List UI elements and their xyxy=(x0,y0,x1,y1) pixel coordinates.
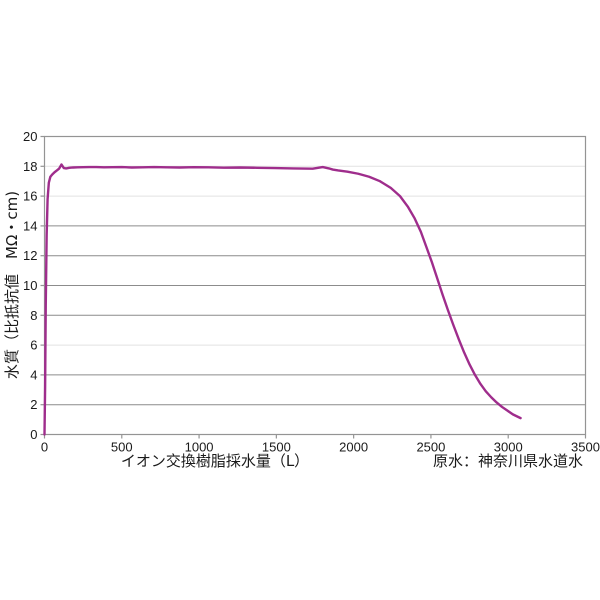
data-series-group xyxy=(43,163,522,436)
y-tick-label-0: 0 xyxy=(30,427,37,442)
y-tick-label-16: 16 xyxy=(23,189,37,204)
y-tick-label-20: 20 xyxy=(23,129,37,144)
y-tick-label-2: 2 xyxy=(30,397,37,412)
series-line-0 xyxy=(43,163,522,436)
x-tick-label-1500: 1500 xyxy=(262,440,291,455)
x-tick-label-0: 0 xyxy=(41,440,48,455)
y-tick-label-10: 10 xyxy=(23,278,37,293)
y-tick-label-14: 14 xyxy=(23,218,37,233)
x-tick-label-3500: 3500 xyxy=(571,440,600,455)
x-axis-label: イオン交換樹脂採水量（L） xyxy=(121,452,309,470)
y-tick-label-18: 18 xyxy=(23,159,37,174)
y-tick-label-6: 6 xyxy=(30,338,37,353)
x-tick-label-3000: 3000 xyxy=(494,440,523,455)
x-tick-label-2000: 2000 xyxy=(339,440,368,455)
gridlines-group xyxy=(44,165,586,406)
y-axis-label: 水質（比抵抗値 MΩ・cm) xyxy=(3,191,21,379)
x-axis-ticks xyxy=(43,434,587,439)
y-axis-tick-labels: 0 2 4 6 8 10 12 14 16 18 20 xyxy=(23,129,37,442)
y-tick-label-8: 8 xyxy=(30,308,37,323)
y-tick-label-12: 12 xyxy=(23,248,37,263)
x-tick-label-500: 500 xyxy=(111,440,133,455)
x-tick-label-1000: 1000 xyxy=(185,440,214,455)
x-tick-label-2500: 2500 xyxy=(416,440,445,455)
source-water-annotation: 原水：神奈川県水道水 xyxy=(433,452,583,470)
y-tick-label-4: 4 xyxy=(30,367,37,382)
x-axis-tick-labels: 0 500 1000 1500 2000 2500 3000 3500 xyxy=(41,440,600,455)
